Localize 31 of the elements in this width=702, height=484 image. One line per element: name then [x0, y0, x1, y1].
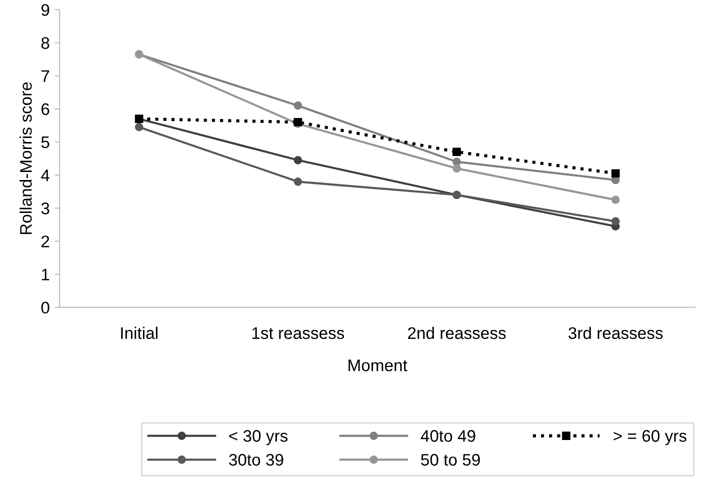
x-axis-title: Moment — [348, 360, 408, 372]
point — [294, 156, 302, 164]
point — [452, 164, 461, 173]
y-tick-label: 6 — [42, 103, 50, 116]
y-axis-title: Rolland-Morris score — [20, 82, 32, 234]
y-tick-label: 5 — [41, 136, 50, 148]
y-tick-label: 2 — [42, 236, 50, 248]
y-tick-label: 1 — [42, 268, 50, 280]
y-tick-label: 0 — [41, 302, 50, 314]
x-tick-label: 2nd reassess — [408, 326, 506, 340]
point — [294, 177, 302, 186]
y-tick-label: 8 — [41, 37, 50, 49]
legend-label: < 30 yrs — [229, 430, 288, 446]
y-tick-label: 7 — [42, 70, 50, 82]
legend-label: 50 to 59 — [421, 454, 480, 466]
y-tick-label: 3 — [41, 202, 50, 214]
legend-label: 30to 39 — [229, 454, 284, 466]
point — [611, 196, 620, 204]
legend-label: > = 60 yrs — [614, 430, 686, 446]
legend-label: 40to 49 — [420, 430, 476, 442]
x-tick-label: 1st reassess — [252, 327, 344, 340]
y-tick-label: 9 — [41, 4, 50, 16]
point — [294, 101, 302, 110]
point — [134, 122, 144, 132]
point — [611, 169, 620, 178]
x-tick-label: Initial — [121, 326, 158, 340]
y-tick-label: 4 — [41, 170, 50, 182]
point — [452, 158, 461, 166]
x-tick-label: 3rd reassess — [568, 326, 663, 340]
point — [452, 148, 461, 156]
point — [611, 217, 620, 226]
